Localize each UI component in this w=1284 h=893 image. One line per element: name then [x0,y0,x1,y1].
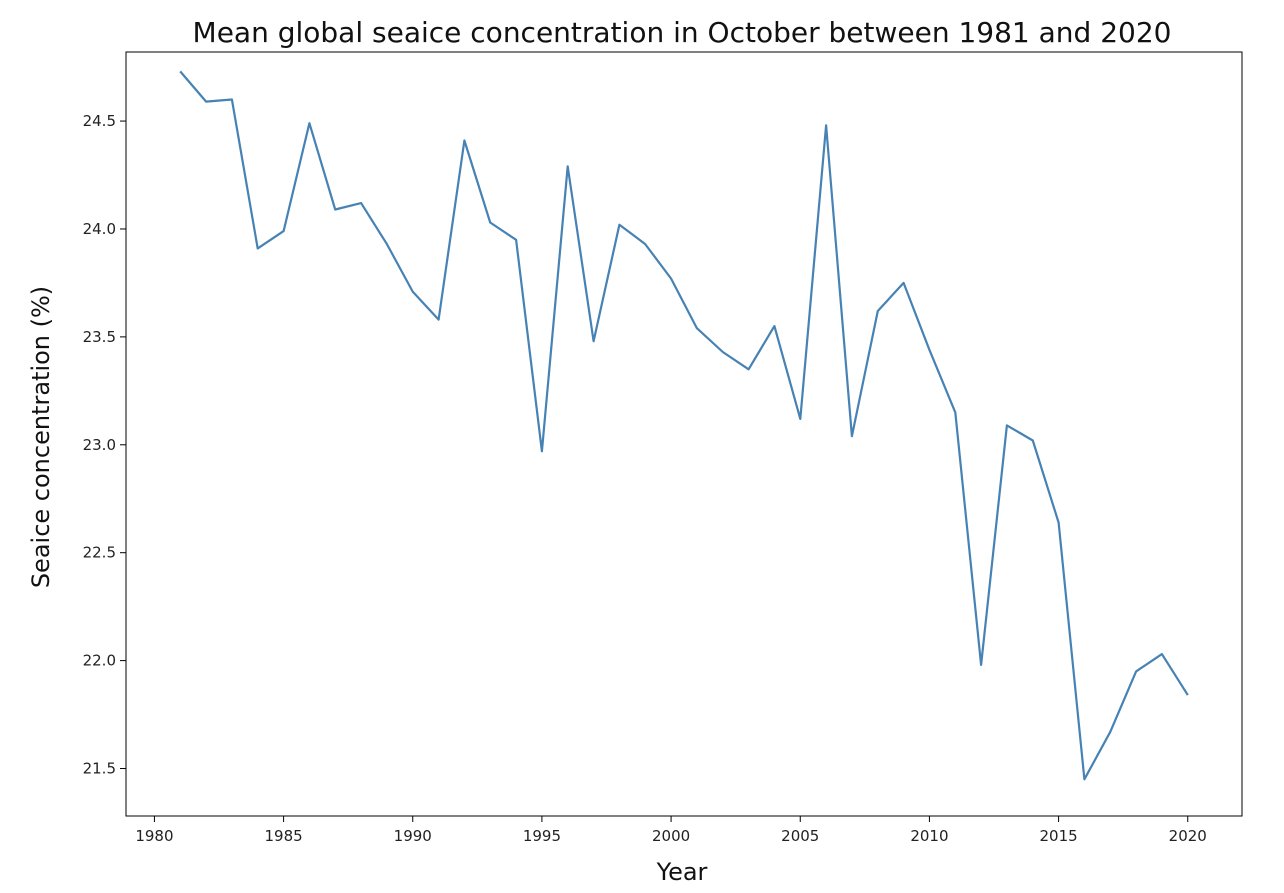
series-line [179,70,1189,781]
y-tick-label: 24.5 [83,112,116,130]
y-tick-label: 23.0 [83,436,116,454]
y-tick-label: 21.5 [83,760,116,778]
x-tick-label: 1990 [394,827,432,845]
y-axis-title: Seaice concentration (%) [27,286,55,588]
plot-area: 1980 1985 1990 1995 2000 2005 2010 2015 2020 21.5… [83,51,1243,845]
x-tick-label: 2010 [910,827,948,845]
x-tick-label: 1995 [523,827,561,845]
y-tick-label: 23.5 [83,328,116,346]
y-tick-label: 22.0 [83,652,116,670]
x-tick-label: 2000 [652,827,690,845]
x-tick-label: 2020 [1169,827,1207,845]
plot-frame [125,51,1243,817]
y-tick-label: 22.5 [83,544,116,562]
chart-title: Mean global seaice concentration in Octo… [193,16,1172,49]
x-tick-label: 2015 [1039,827,1077,845]
x-axis-title: Year [656,858,708,886]
x-tick-label: 1980 [135,827,173,845]
x-tick-label: 2005 [781,827,819,845]
y-tick-label: 24.0 [83,220,116,238]
x-tick-label: 1985 [264,827,302,845]
